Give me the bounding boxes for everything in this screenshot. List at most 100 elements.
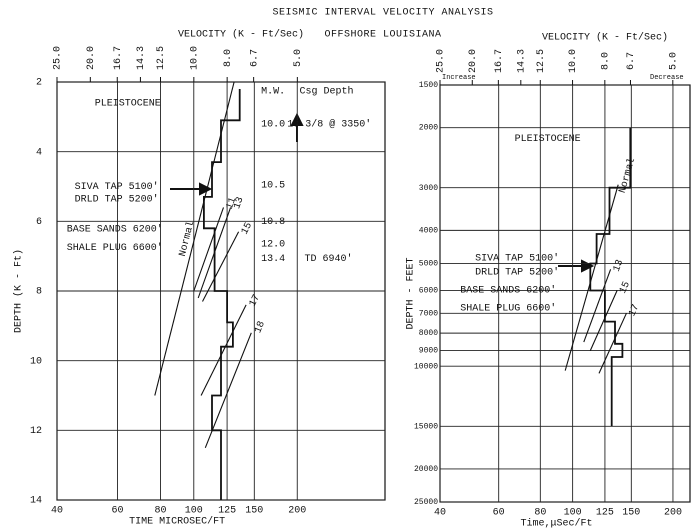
y-tick-label: 2 bbox=[36, 78, 42, 89]
x-tick-label: 100 bbox=[564, 508, 582, 519]
x-tick-label: 200 bbox=[288, 506, 306, 517]
x2-tick-label: 16.7 bbox=[113, 46, 124, 70]
y-axis-label: DEPTH (K - Ft) bbox=[13, 249, 25, 333]
x2-tick-label: 6.7 bbox=[626, 52, 637, 70]
chart: 2 4 6 8 10 12 14 40 60 80 100 125 150 200 25.0 20.0 16.7… bbox=[13, 29, 386, 528]
annotation: SHALE PLUG 6600' bbox=[460, 302, 556, 314]
y-tick-label: 3000 bbox=[419, 184, 438, 193]
trend-label: 17 bbox=[248, 293, 263, 309]
trend-label: 15 bbox=[618, 280, 633, 295]
x2-tick-label: 16.7 bbox=[494, 49, 505, 73]
x2-tick-label: 8.0 bbox=[600, 52, 611, 70]
trend-line bbox=[200, 304, 247, 396]
y-tick-label: 9000 bbox=[419, 347, 438, 356]
annotation: SHALE PLUG 6600' bbox=[67, 242, 163, 254]
y-tick-label: 15000 bbox=[414, 422, 438, 431]
axis-note: Increase bbox=[442, 74, 476, 82]
velocity-curve bbox=[203, 89, 241, 500]
x2-tick-label: 12.5 bbox=[156, 46, 167, 70]
trend-label: 13 bbox=[612, 258, 626, 273]
annotation: PLEISTOCENE bbox=[95, 99, 161, 110]
arrow-head bbox=[199, 182, 213, 196]
x2-tick-label: 20.0 bbox=[86, 46, 97, 70]
annotation: SIVA TAP 5100' bbox=[475, 253, 559, 265]
x2-tick-label: 10.0 bbox=[189, 46, 200, 70]
y-tick-label: 1500 bbox=[419, 81, 438, 90]
annotation: DRLD TAP 5200' bbox=[475, 267, 559, 279]
y-tick-label: 6000 bbox=[419, 287, 438, 296]
x2-tick-label: 10.0 bbox=[568, 49, 579, 73]
x2-axis-label: VELOCITY (K - Ft/Sec) bbox=[542, 32, 668, 44]
trend-label: 18 bbox=[253, 320, 268, 335]
x2-tick-label: 25.0 bbox=[436, 49, 447, 73]
annotation: 10.5 bbox=[261, 181, 285, 192]
trend-line bbox=[202, 231, 240, 302]
y-tick-label: 10 bbox=[30, 356, 42, 367]
chart: 1500 2000 3000 4000 5000 6000 7000 8000 9000 1000… bbox=[406, 32, 691, 528]
y-tick-label: 8 bbox=[36, 287, 42, 298]
annotation: Csg Depth bbox=[299, 85, 353, 97]
y-tick-label: 6 bbox=[36, 217, 42, 228]
annotation: PLEISTOCENE bbox=[515, 134, 581, 145]
trend-label: 13 bbox=[232, 196, 246, 211]
page-title: SEISMIC INTERVAL VELOCITY ANALYSIS bbox=[272, 8, 493, 19]
x-tick-label: 200 bbox=[664, 508, 682, 519]
annotation: 12.0 bbox=[261, 240, 285, 251]
trend-label: Normal bbox=[617, 157, 638, 195]
y-tick-label: 7000 bbox=[419, 309, 438, 318]
x-tick-label: 40 bbox=[51, 506, 63, 517]
y-tick-label: 10000 bbox=[414, 362, 438, 371]
axis-note: Decrease bbox=[650, 74, 684, 82]
trend-line bbox=[564, 184, 619, 371]
y-tick-label: 5000 bbox=[419, 260, 438, 269]
annotation: TD 6940' bbox=[305, 253, 353, 265]
trend-line bbox=[598, 313, 627, 374]
x-tick-label: 125 bbox=[596, 508, 614, 519]
x2-axis-label: VELOCITY (K - Ft/Sec) bbox=[178, 29, 304, 41]
y-tick-label: 14 bbox=[30, 496, 42, 507]
x-tick-label: 60 bbox=[112, 506, 124, 517]
annotation: M.W. bbox=[261, 86, 285, 97]
trend-line bbox=[197, 207, 232, 299]
annotation: 10.0 bbox=[261, 119, 285, 130]
y-tick-label: 20000 bbox=[414, 465, 438, 474]
trend-line bbox=[204, 332, 252, 449]
x2-tick-label: 6.7 bbox=[249, 49, 260, 67]
annotation: 10.8 bbox=[261, 217, 285, 228]
annotation: BASE SANDS 6200' bbox=[67, 224, 163, 236]
x2-tick-label: 14.3 bbox=[516, 49, 527, 73]
trend-label: 15 bbox=[240, 221, 255, 237]
y-tick-label: 4 bbox=[36, 147, 42, 158]
trend-line bbox=[583, 269, 612, 343]
trend-label: 17 bbox=[627, 303, 642, 318]
x2-tick-label: 5.0 bbox=[668, 52, 679, 70]
x2-tick-label: 25.0 bbox=[53, 46, 64, 70]
trend-line bbox=[193, 207, 225, 292]
x2-tick-label: 20.0 bbox=[468, 49, 479, 73]
annotation: SIVA TAP 5100' bbox=[75, 181, 159, 193]
x2-tick-label: 5.0 bbox=[293, 49, 304, 67]
y-tick-label: 12 bbox=[30, 426, 42, 437]
x-tick-label: 100 bbox=[185, 506, 203, 517]
y-axis-label: DEPTH - FEET bbox=[406, 257, 417, 329]
annotation: BASE SANDS 6200' bbox=[460, 284, 556, 296]
x2-tick-label: 12.5 bbox=[536, 49, 547, 73]
x-tick-label: 40 bbox=[434, 508, 446, 519]
y-tick-label: 4000 bbox=[419, 226, 438, 235]
x-tick-label: 150 bbox=[622, 508, 640, 519]
x-tick-label: 125 bbox=[218, 506, 236, 517]
trend-line bbox=[589, 290, 618, 351]
annotation: 13 3/8 @ 3350' bbox=[287, 118, 371, 130]
trend-line bbox=[154, 81, 235, 396]
x2-tick-label: 14.3 bbox=[136, 46, 147, 70]
x-axis-label: TIME MICROSEC/FT bbox=[129, 516, 225, 528]
annotation: DRLD TAP 5200' bbox=[75, 193, 159, 205]
x-tick-label: 60 bbox=[493, 508, 505, 519]
x-tick-label: 80 bbox=[534, 508, 546, 519]
y-tick-label: 8000 bbox=[419, 329, 438, 338]
velocity-curve bbox=[589, 127, 632, 427]
trend-label: 11 bbox=[225, 196, 239, 211]
x-tick-label: 80 bbox=[154, 506, 166, 517]
x-axis-label: Time,μSec/Ft bbox=[520, 518, 592, 528]
